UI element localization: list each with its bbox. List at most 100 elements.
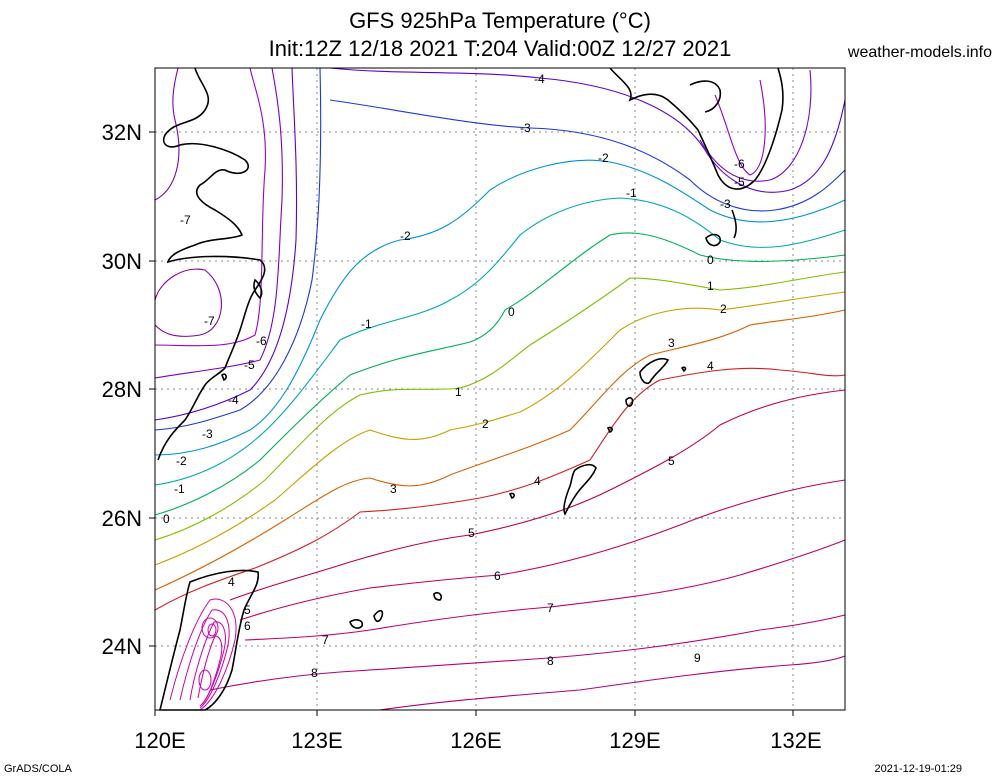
lat-label: 32N [102,120,142,145]
contour-label: 3 [668,336,675,350]
contour-line [154,232,846,516]
contour-line [154,309,846,591]
map-subtitle: Init:12Z 12/18 2021 T:204 Valid:00Z 12/2… [268,36,732,61]
contour-labels: -7 -7 -6 -6 -5 -5 -4 -4 -3 -3 -3 -2 -2 -… [163,72,745,680]
japan-coast [689,80,722,113]
contour-label: 5 [668,454,675,468]
contour-line [154,268,222,337]
lat-label: 26N [102,506,142,531]
contour-label: -5 [244,358,255,372]
lon-label: 123E [291,728,342,753]
contour-label: 4 [228,575,235,589]
china-coast [157,67,266,461]
contour-label: 1 [707,279,714,293]
contour-label: -5 [734,175,745,189]
taiwan-contours [169,598,237,711]
contour-line [229,389,846,601]
contour-line [714,79,766,176]
island-coast [221,373,227,382]
tanegashima-coast [731,209,737,239]
contour-label: 3 [390,482,397,496]
contour-lines [154,67,846,711]
contour-label: 0 [163,512,170,526]
contour-line [239,479,846,621]
island-coast [625,397,634,407]
contour-label: -1 [174,482,185,496]
contour-label: 2 [482,417,489,431]
footer-right: 2021-12-19-01:29 [874,763,962,775]
lat-label: 28N [102,377,142,402]
map-title: GFS 925hPa Temperature (°C) [349,8,651,33]
contour-line [154,67,283,379]
contour-line [209,614,846,691]
coastlines [157,67,784,711]
island-coast [680,366,687,373]
amami-coast [639,357,670,385]
contour-label: -4 [228,393,239,407]
contour-label: -2 [176,454,187,468]
contour-label: 7 [547,601,554,615]
contour-label: 4 [534,474,541,488]
miyako-coast [373,609,384,623]
contour-label: 8 [547,654,554,668]
contour-line [154,291,846,566]
taiwan-coast [158,569,260,711]
contour-label: 4 [707,359,714,373]
island-coast [433,591,443,601]
contour-line [699,69,812,182]
grid-lines [155,68,845,710]
lat-label: 24N [102,634,142,659]
axis-labels: 120E 123E 126E 129E 132E 32N 30N 28N 26N… [102,120,822,753]
contour-line [154,159,846,456]
lon-label: 129E [609,728,660,753]
lon-label: 132E [770,728,821,753]
okinawa-coast [563,463,597,516]
island-coast [606,426,613,434]
island-coast [508,492,515,500]
japan-coast [609,67,784,190]
contour-line [329,99,846,212]
contour-label: 6 [494,569,501,583]
contour-label: 6 [244,619,251,633]
contour-line [379,655,846,711]
lat-label: 30N [102,249,142,274]
credit-text: weather-models.info [847,44,992,61]
contour-line [154,197,846,486]
contour-label: 0 [707,253,714,267]
lon-label: 120E [134,728,185,753]
contour-label: -2 [400,229,411,243]
contour-line [154,67,180,201]
contour-line [154,67,298,421]
contour-label: 7 [322,633,329,647]
contour-label: -6 [256,334,267,348]
tick-marks [149,131,794,716]
contour-label: -3 [720,197,731,211]
contour-line [154,67,322,431]
contour-label: -2 [598,151,609,165]
ishigaki-coast [349,619,364,629]
contour-label: -3 [202,427,213,441]
contour-label: -1 [626,186,637,200]
contour-label: 0 [508,305,515,319]
contour-label: -7 [180,213,191,227]
contour-label: 5 [244,603,251,617]
footer-left: GrADS/COLA [4,763,72,775]
contour-label: 9 [694,651,701,665]
contour-label: -6 [734,157,745,171]
yakushima-coast [705,233,722,247]
lon-label: 126E [450,728,501,753]
contour-label: 8 [311,666,318,680]
contour-line [154,271,846,541]
contour-label: -1 [361,317,372,331]
contour-label: 2 [720,302,727,316]
zhoushan-coast [253,278,263,300]
contour-line [244,539,846,641]
contour-label: 5 [468,526,475,540]
contour-line [154,367,846,611]
contour-label: -7 [204,314,215,328]
contour-label: 1 [455,385,462,399]
contour-label: -3 [520,121,531,135]
contour-label: -4 [534,72,545,86]
contour-line [329,67,846,193]
